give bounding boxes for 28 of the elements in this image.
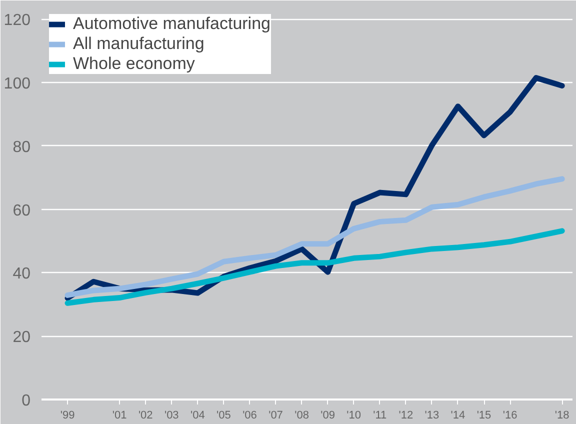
x-tick-label: '13 xyxy=(424,410,440,422)
y-tick-label: 0 xyxy=(22,392,31,410)
x-tick-label: '99 xyxy=(60,410,75,422)
x-tick-label: '12 xyxy=(398,410,414,422)
x-tick-label: '08 xyxy=(294,410,309,422)
x-tick-label: '10 xyxy=(346,410,362,422)
x-tick-label: '01 xyxy=(112,410,127,422)
x-tick-label: '03 xyxy=(164,410,179,422)
legend-label: Whole economy xyxy=(73,54,195,74)
y-tick-label: 80 xyxy=(12,138,31,156)
legend-label: Automotive manufacturing xyxy=(73,14,270,34)
y-tick-label: 20 xyxy=(12,329,31,346)
x-tick-label: '16 xyxy=(502,410,518,422)
x-tick-label: '11 xyxy=(373,410,387,422)
x-tick-label: '06 xyxy=(242,410,257,422)
x-tick-label: '15 xyxy=(476,410,492,422)
x-tick-label: '09 xyxy=(320,410,335,422)
x-tick-label: '02 xyxy=(138,410,153,422)
x-tick-label: '07 xyxy=(268,410,283,422)
y-tick-label: 40 xyxy=(12,266,31,283)
y-tick-label: 100 xyxy=(4,76,31,93)
x-tick-label: '18 xyxy=(554,410,570,422)
x-tick-label: '05 xyxy=(216,410,231,422)
y-tick-label: 120 xyxy=(4,12,31,30)
y-tick-label: 60 xyxy=(12,202,31,220)
x-tick-label: '14 xyxy=(450,410,466,422)
legend-label: All manufacturing xyxy=(73,34,204,54)
x-tick-label: '04 xyxy=(190,410,205,422)
